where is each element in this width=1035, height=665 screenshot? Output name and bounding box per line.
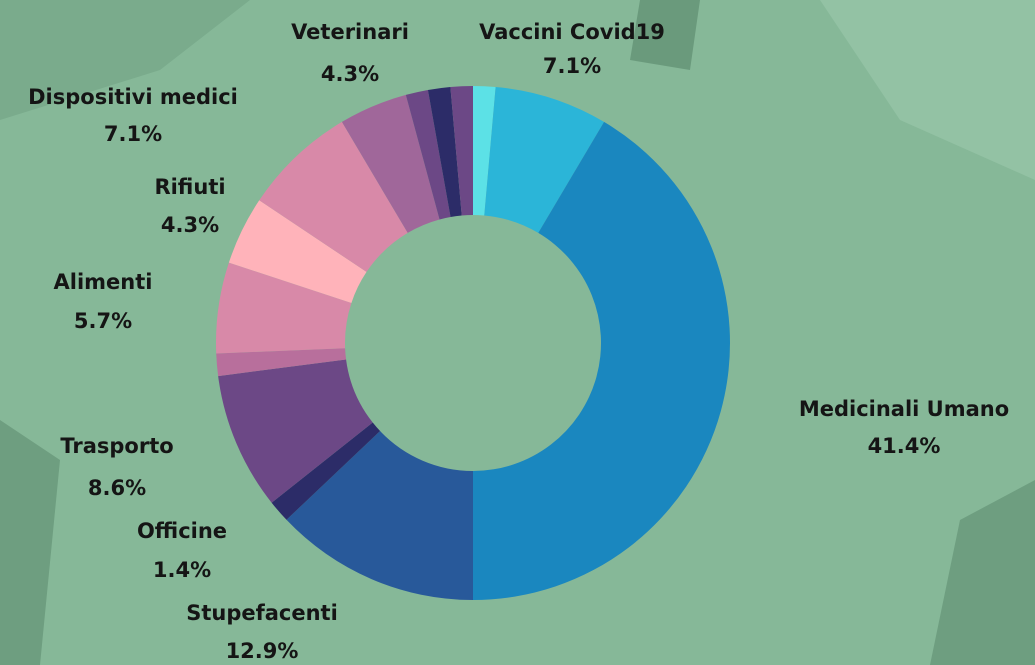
slice-label: Medicinali Umano	[799, 397, 1009, 421]
slice-label: Rifiuti	[154, 175, 225, 199]
value-label: 1.4%	[153, 558, 211, 582]
value-label: 41.4%	[868, 434, 941, 458]
value-label: 8.6%	[88, 476, 146, 500]
slice-label: Officine	[137, 519, 227, 543]
slice-label: Dispositivi medici	[28, 85, 238, 109]
value-label: 4.3%	[161, 213, 219, 237]
slice-label: Trasporto	[60, 434, 173, 458]
slice-label: Stupefacenti	[186, 601, 338, 625]
value-label: 7.1%	[104, 122, 162, 146]
value-label: 5.7%	[74, 309, 132, 333]
value-label: 12.9%	[226, 639, 299, 663]
value-label: 4.3%	[321, 62, 379, 86]
chart: Vaccini Covid19 7.1% Medicinali Umano 41.4%…	[0, 0, 1035, 665]
slice-label: Veterinari	[291, 20, 409, 44]
slice-label: Vaccini Covid19	[479, 20, 665, 44]
value-label: 7.1%	[543, 54, 601, 78]
slice-label: Alimenti	[54, 270, 153, 294]
